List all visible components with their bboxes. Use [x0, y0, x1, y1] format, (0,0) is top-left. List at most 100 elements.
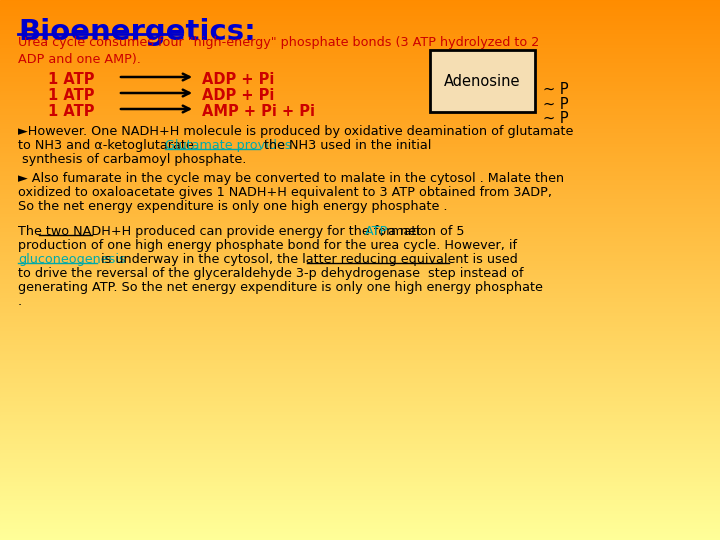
- Bar: [0, 529, 720, 531]
- Bar: [0, 422, 720, 425]
- Bar: [0, 156, 720, 158]
- Text: 1 ATP: 1 ATP: [48, 72, 94, 87]
- Bar: [0, 435, 720, 437]
- Bar: [0, 187, 720, 189]
- Text: the NH3 used in the initial: the NH3 used in the initial: [259, 139, 431, 152]
- Bar: [0, 525, 720, 528]
- Bar: [0, 502, 720, 504]
- Bar: [0, 230, 720, 232]
- Bar: [0, 411, 720, 414]
- Bar: [0, 289, 720, 292]
- Bar: [0, 246, 720, 248]
- Bar: [0, 323, 720, 326]
- Bar: [0, 208, 720, 211]
- Bar: [0, 354, 720, 356]
- Bar: [0, 43, 720, 45]
- Bar: [0, 57, 720, 59]
- Bar: [0, 242, 720, 245]
- Bar: [0, 417, 720, 420]
- Bar: [0, 185, 720, 187]
- Bar: [0, 286, 720, 288]
- Bar: [0, 122, 720, 124]
- Text: oxidized to oxaloacetate gives 1 NADH+H equivalent to 3 ATP obtained from 3ADP,: oxidized to oxaloacetate gives 1 NADH+H …: [18, 186, 552, 199]
- Bar: [0, 82, 720, 85]
- Bar: [0, 361, 720, 363]
- Bar: [0, 95, 720, 97]
- Bar: [0, 392, 720, 394]
- Bar: [0, 503, 720, 506]
- Text: Urea cycle consumes four "high-energy" phosphate bonds (3 ATP hydrolyzed to 2
AD: Urea cycle consumes four "high-energy" p…: [18, 36, 539, 66]
- Text: ~ P: ~ P: [543, 111, 569, 126]
- Bar: [0, 395, 720, 398]
- Bar: [0, 500, 720, 502]
- Bar: [0, 237, 720, 239]
- Bar: [0, 457, 720, 459]
- Bar: [0, 133, 720, 135]
- Bar: [0, 167, 720, 169]
- Bar: [0, 399, 720, 401]
- Text: .: .: [18, 295, 22, 308]
- Bar: [0, 259, 720, 261]
- Bar: [0, 269, 720, 272]
- Bar: [0, 347, 720, 349]
- Bar: [0, 102, 720, 104]
- Bar: [0, 188, 720, 191]
- Bar: [0, 428, 720, 430]
- Bar: [0, 343, 720, 346]
- Bar: [0, 534, 720, 536]
- Bar: [0, 322, 720, 324]
- Bar: [0, 522, 720, 524]
- Bar: [0, 114, 720, 117]
- Bar: [0, 381, 720, 383]
- Bar: [0, 50, 720, 52]
- Text: , a net: , a net: [380, 225, 421, 238]
- Bar: [0, 309, 720, 312]
- Bar: [0, 462, 720, 464]
- Bar: [0, 489, 720, 491]
- Bar: [0, 93, 720, 96]
- Bar: [0, 262, 720, 265]
- Bar: [0, 84, 720, 86]
- Text: ADP + Pi: ADP + Pi: [202, 72, 274, 87]
- Bar: [0, 215, 720, 218]
- Bar: [0, 145, 720, 147]
- Bar: [0, 338, 720, 340]
- Bar: [0, 41, 720, 43]
- Bar: [0, 296, 720, 299]
- Bar: [0, 161, 720, 164]
- Bar: [0, 87, 720, 90]
- Bar: [0, 253, 720, 255]
- Bar: [0, 55, 720, 58]
- Bar: [0, 222, 720, 225]
- Bar: [0, 530, 720, 533]
- Bar: [0, 106, 720, 108]
- Bar: [0, 138, 720, 140]
- Bar: [0, 205, 720, 207]
- Bar: [0, 0, 720, 2]
- Bar: [0, 451, 720, 454]
- Bar: [0, 387, 720, 389]
- Bar: [0, 203, 720, 205]
- Bar: [0, 415, 720, 417]
- Bar: [0, 127, 720, 130]
- Bar: [0, 9, 720, 11]
- Bar: [0, 176, 720, 178]
- Bar: [0, 365, 720, 367]
- Bar: [0, 70, 720, 72]
- Bar: [0, 73, 720, 76]
- Bar: [0, 255, 720, 258]
- Bar: [0, 505, 720, 508]
- Bar: [0, 356, 720, 358]
- Bar: [0, 252, 720, 254]
- Bar: [0, 421, 720, 423]
- Text: generating ATP. So the net energy expenditure is only one high energy phosphate: generating ATP. So the net energy expend…: [18, 281, 543, 294]
- Bar: [0, 370, 720, 373]
- Bar: [0, 340, 720, 342]
- Bar: [0, 298, 720, 301]
- Bar: [0, 117, 720, 119]
- Bar: [0, 284, 720, 286]
- Bar: [0, 91, 720, 93]
- Bar: [0, 473, 720, 475]
- Bar: [0, 334, 720, 336]
- Bar: [0, 276, 720, 279]
